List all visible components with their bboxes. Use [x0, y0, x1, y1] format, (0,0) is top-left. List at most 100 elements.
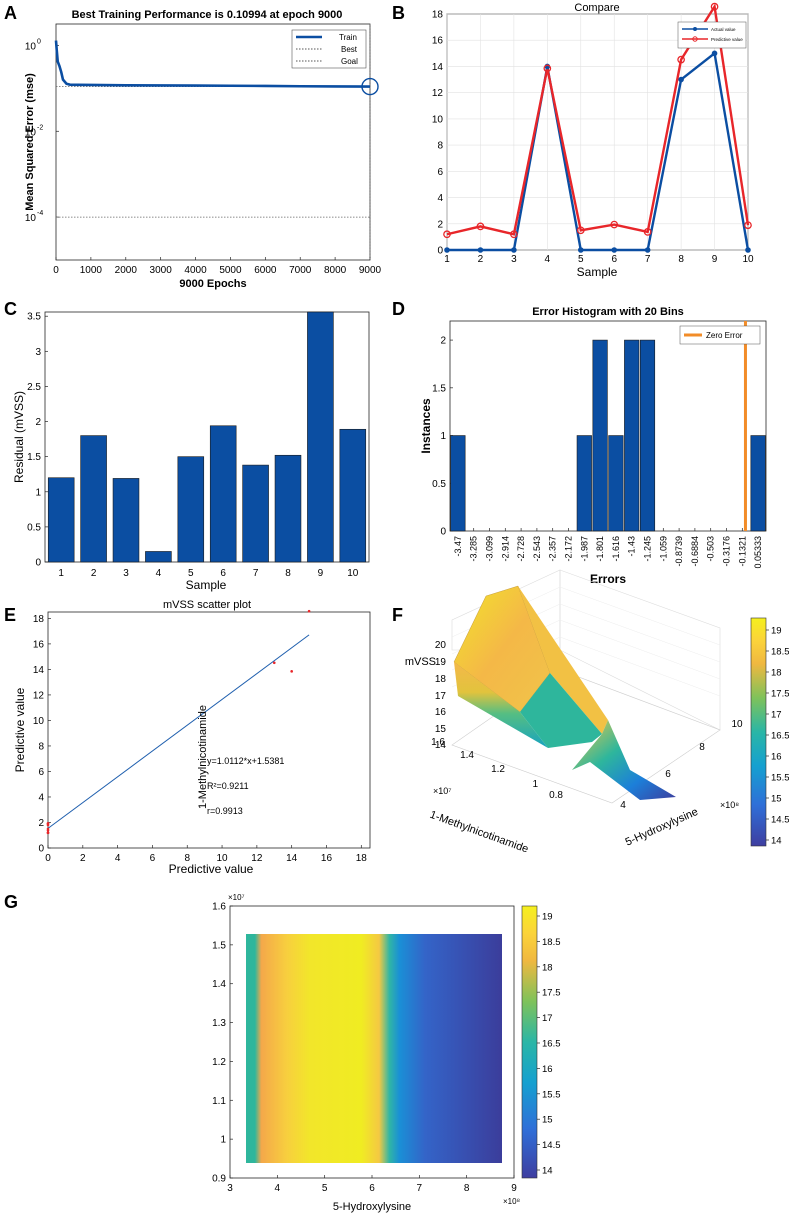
y-tick-label: 2 [440, 336, 446, 347]
y-axis-label: 1-Methylnicotinamide [428, 809, 530, 856]
x-tick-label: -3.099 [485, 536, 495, 562]
x-axis: 0 1000 2000 3000 4000 5000 6000 7000 8000 9000 [53, 257, 382, 276]
x-tick-label: 4 [620, 800, 626, 811]
x-tick-label: 6 [665, 769, 671, 780]
y-tick-label: 1.6 [431, 737, 445, 748]
z-tick-label: 17 [435, 691, 447, 702]
z-tick-label: 14 [435, 740, 447, 751]
predictive-point [576, 226, 585, 235]
z-tick-label: 19 [435, 657, 447, 668]
x-exponent: ×10⁸ [720, 800, 739, 810]
x-tick-label: 10 [216, 853, 228, 864]
y-tick-label: 1 [220, 1135, 226, 1146]
y-tick-label: 1.6 [212, 902, 226, 913]
y-tick-label: 14 [33, 665, 45, 676]
legend-box [677, 21, 747, 49]
panel-labels: A B C D E F G [4, 3, 405, 912]
y-tick-label: 1.5 [27, 452, 41, 463]
legend-label-zero-error: Zero Error [706, 331, 743, 340]
x-tick-label: 7 [253, 568, 259, 579]
legend-label-actual: Actual value [711, 27, 736, 32]
y-tick-label: 16 [432, 36, 444, 47]
axes: 0 0.5 1 1.5 2 -3.47 -3.285 -3.099 -2.914 -2.728 -2… [432, 336, 763, 569]
surface-front [454, 662, 548, 748]
x-tick-label: 2 [80, 853, 86, 864]
x-tick-label: 9 [511, 1183, 517, 1194]
colorbar-tick-label: 16 [542, 1064, 553, 1075]
colorbar-tick-label: 18 [771, 668, 782, 679]
y-tick-label: 8 [437, 141, 443, 152]
y-tick-label: 14 [432, 62, 444, 73]
x-tick-label: -0.503 [706, 536, 716, 562]
bar [624, 339, 640, 532]
x-tick-label: 3000 [150, 265, 173, 276]
predictive-point [710, 2, 719, 11]
train-line [54, 40, 371, 88]
colorbar-tick-label: 16 [771, 752, 782, 763]
legend-box [679, 325, 761, 345]
x-tick-label: 5 [322, 1183, 328, 1194]
y-tick-label: 0.8 [549, 790, 563, 801]
surface-tail [572, 720, 676, 800]
colorbar-tick-label: 15.5 [771, 773, 789, 784]
colorbar-tick-label: 15.5 [542, 1089, 561, 1100]
z-tick-label: 18 [435, 674, 447, 685]
panel-d-error-histogram: Error Histogram with 20 Bins 0 0.5 1 1.5 2 -3… [419, 306, 767, 586]
x-tick-label: -0.8739 [674, 536, 684, 567]
y-tick-label: 1.5 [432, 383, 446, 394]
x-tick-label: 10 [731, 719, 743, 730]
x-tick-label: 0 [53, 265, 59, 276]
y-tick-label: 2 [437, 219, 443, 230]
y-tick-label: 18 [432, 10, 444, 21]
bar [242, 464, 269, 563]
x-tick-label: 1000 [80, 265, 103, 276]
bar [750, 435, 766, 532]
x-tick-label: -1.245 [643, 536, 653, 562]
y-tick-label: 1.5 [212, 940, 226, 951]
x-axis-label: Sample [577, 265, 618, 279]
bar [339, 428, 367, 563]
y-tick-label: 1 [440, 431, 446, 442]
x-tick-label: 7000 [289, 265, 312, 276]
y-tick-label: 12 [33, 690, 45, 701]
x-axis-label: 5-Hydroxylysine [624, 806, 700, 849]
colorbar [750, 617, 767, 847]
x-tick-label: 8 [184, 853, 190, 864]
x-tick-label: 0 [45, 853, 51, 864]
colorbar-tick-label: 18.5 [771, 647, 789, 658]
panel-g-heatmap: 3 4 5 6 7 8 9 0.9 1 1.1 1.2 1.3 1.4 1.5 1.6 5-Hydroxyl… [197, 705, 561, 1213]
scatter-point [272, 661, 276, 665]
panel-label-a: A [4, 3, 17, 23]
legend: Train Best Goal [291, 29, 367, 69]
x-tick-label: 7 [645, 254, 651, 265]
panel-c-residual: 0 0.5 1 1.5 2 2.5 3 3.5 1 2 3 4 5 6 7 8 9 10 Sample Resid… [12, 311, 370, 592]
bar [209, 425, 237, 563]
colorbar-tick-label: 16.5 [542, 1039, 561, 1050]
predictive-point [643, 228, 652, 236]
colorbar-tick-label: 14 [771, 836, 782, 847]
panel-label-c: C [4, 299, 17, 319]
y-tick-label: 3.5 [27, 312, 41, 323]
y-tick-label: 12 [432, 88, 444, 99]
z-axis-label: mVSS [405, 656, 436, 668]
y-tick-label: 10 [25, 127, 37, 138]
x-tick-label: -2.728 [516, 536, 526, 562]
x-tick-label: -2.172 [564, 536, 574, 562]
x-tick-label: 5 [188, 568, 194, 579]
predictive-point [744, 221, 752, 230]
y-axis-label: 1-Methylnicotinamide [197, 705, 209, 809]
y-tick-exponent: -4 [37, 210, 43, 217]
predictive-point [476, 222, 485, 231]
y-tick-label: 10 [33, 716, 45, 727]
x-axis-label: Sample [186, 578, 227, 592]
y-axis-label: Instances [419, 398, 433, 454]
x-tick-label: 1 [444, 254, 450, 265]
x-tick-label: 5000 [219, 265, 242, 276]
y-tick-label: 1.1 [212, 1096, 226, 1107]
x-axis-label: 9000 Epochs [179, 278, 246, 290]
y-tick-label: 1.4 [460, 750, 474, 761]
colorbar-tick-label: 14.5 [542, 1140, 561, 1151]
annotation-r-squared: R²=0.9211 [207, 781, 249, 791]
y-tick-label: 10 [25, 213, 37, 224]
